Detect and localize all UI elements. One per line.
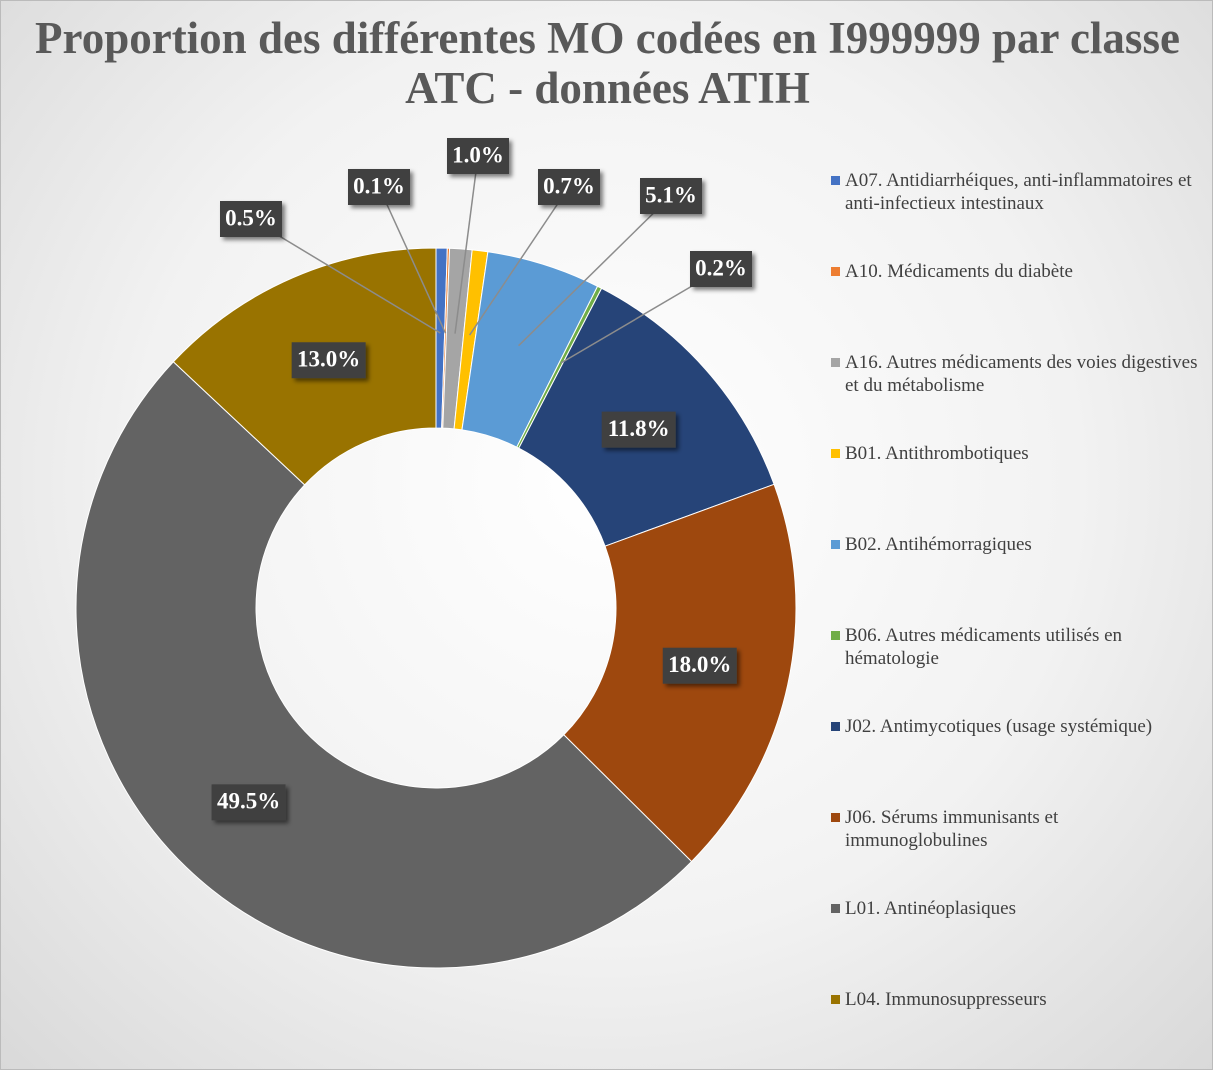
legend-item: A16. Autres médicaments des voies digest… xyxy=(831,351,1201,442)
data-label-box xyxy=(640,178,702,214)
leader-line xyxy=(518,195,672,347)
legend-swatch xyxy=(831,995,840,1004)
data-label: 0.1% xyxy=(353,173,405,198)
legend-swatch xyxy=(831,904,840,913)
data-label-box xyxy=(211,784,286,821)
legend-item: B06. Autres médicaments utilisés en héma… xyxy=(831,624,1201,715)
leader-line xyxy=(469,186,570,336)
data-label: 1.0% xyxy=(452,142,504,167)
leader-line xyxy=(250,218,441,334)
data-label-box xyxy=(348,169,410,205)
legend-item: A10. Médicaments du diabète xyxy=(831,260,1201,351)
data-label-box xyxy=(220,201,282,237)
data-label: 18.0% xyxy=(668,652,731,677)
legend-label: B06. Autres médicaments utilisés en héma… xyxy=(845,625,1123,669)
legend-item: A07. Antidiarrhéiques, anti-inflammatoir… xyxy=(831,169,1201,260)
data-label: 49.5% xyxy=(217,789,280,814)
data-label-box xyxy=(662,647,737,684)
data-label-box xyxy=(601,411,676,448)
legend-label: J06. Sérums immunisants et immunoglobuli… xyxy=(845,807,1059,851)
legend-swatch xyxy=(831,813,840,822)
data-label: 0.7% xyxy=(543,173,595,198)
plot: 0.5% 0.1% 1.0% 0.7% 5.1% 0.2% 11.8% 18.0% 49.5% 1… xyxy=(75,138,797,969)
legend-swatch xyxy=(831,358,840,367)
legend-swatch xyxy=(831,267,840,276)
legend-item: L04. Immunosuppresseurs xyxy=(831,988,1201,1069)
data-label: 0.5% xyxy=(225,205,277,230)
legend-swatch xyxy=(831,631,840,640)
data-label: 11.8% xyxy=(608,416,670,441)
data-label: 13.0% xyxy=(297,347,360,372)
legend-swatch xyxy=(831,449,840,458)
data-label-box xyxy=(690,251,752,287)
data-label-box xyxy=(538,169,600,205)
legend-item: L01. Antinéoplasiques xyxy=(831,897,1201,988)
legend-label: L04. Immunosuppresseurs xyxy=(845,989,1047,1010)
legend-item: J02. Antimycotiques (usage systémique) xyxy=(831,715,1201,806)
legend-item: B01. Antithrombotiques xyxy=(831,442,1201,533)
legend: A07. Antidiarrhéiques, anti-inflammatoir… xyxy=(831,169,1201,1069)
legend-label: A10. Médicaments du diabète xyxy=(845,261,1073,282)
legend-swatch xyxy=(831,722,840,731)
legend-swatch xyxy=(831,176,840,185)
legend-item: J06. Sérums immunisants et immunoglobuli… xyxy=(831,806,1201,897)
legend-label: A07. Antidiarrhéiques, anti-inflammatoir… xyxy=(845,170,1192,214)
legend-item: B02. Antihémorragiques xyxy=(831,533,1201,624)
legend-label: J02. Antimycotiques (usage systémique) xyxy=(845,716,1153,737)
data-label-box xyxy=(291,342,366,379)
data-label: 5.1% xyxy=(645,182,697,207)
data-label: 0.2% xyxy=(695,255,747,280)
chart-title: Proportion des différentes MO codées en … xyxy=(35,13,1180,113)
legend-label: L01. Antinéoplasiques xyxy=(845,898,1016,919)
legend-label: B01. Antithrombotiques xyxy=(845,443,1029,464)
legend-swatch xyxy=(831,540,840,549)
legend-label: A16. Autres médicaments des voies digest… xyxy=(845,352,1198,396)
data-label-box xyxy=(447,138,509,174)
leader-line xyxy=(378,186,447,334)
legend-label: B02. Antihémorragiques xyxy=(845,534,1032,555)
leader-line xyxy=(454,155,479,334)
